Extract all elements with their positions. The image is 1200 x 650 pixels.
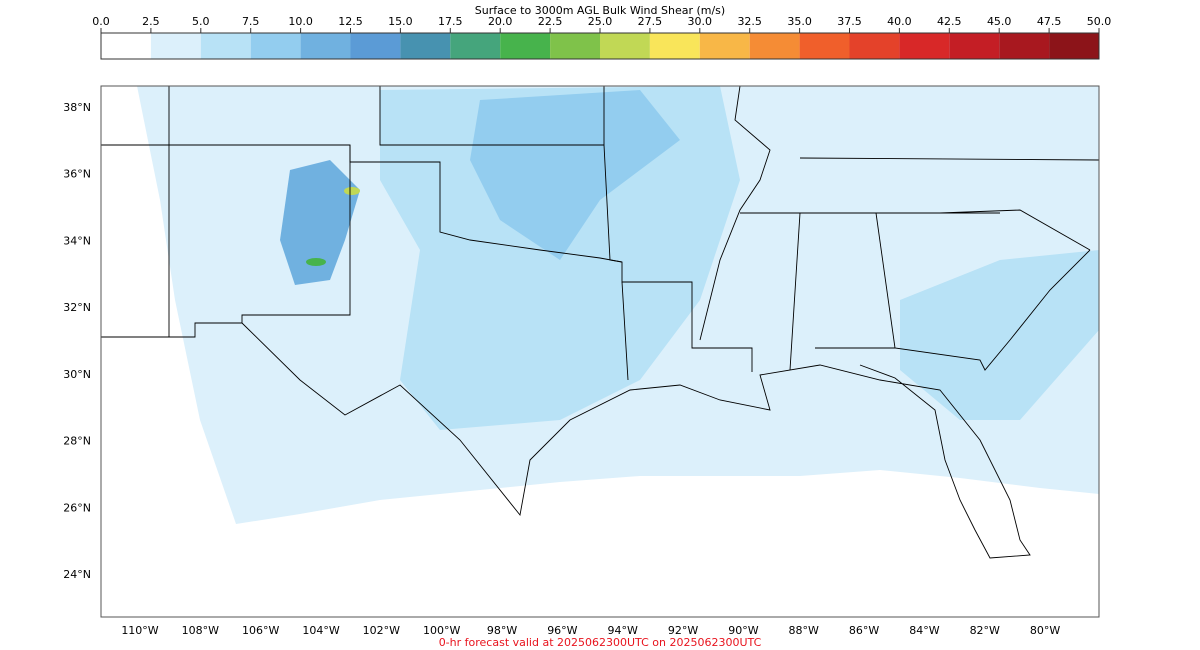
colorbar-tick-label: 5.0 <box>192 15 210 28</box>
map-frame <box>100 85 1100 618</box>
colorbar-tick-label: 35.0 <box>787 15 812 28</box>
lon-label: 96°W <box>547 624 577 637</box>
colorbar-bin <box>899 33 950 59</box>
lat-label: 36°N <box>63 168 91 181</box>
lon-label: 88°W <box>789 624 819 637</box>
colorbar-tick-label: 22.5 <box>538 15 563 28</box>
colorbar-tick-label: 27.5 <box>638 15 663 28</box>
colorbar-bin <box>849 33 900 59</box>
lon-label: 80°W <box>1030 624 1060 637</box>
colorbar-tick-label: 45.0 <box>987 15 1012 28</box>
colorbar-bin <box>350 33 401 59</box>
lon-label: 84°W <box>909 624 939 637</box>
colorbar-tick-label: 2.5 <box>142 15 160 28</box>
lat-label: 30°N <box>63 368 91 381</box>
colorbar-bin <box>949 33 1000 59</box>
lon-label: 100°W <box>423 624 460 637</box>
lon-label: 92°W <box>668 624 698 637</box>
map-panel <box>100 85 1100 618</box>
shear-peak <box>344 187 360 195</box>
colorbar-bin <box>300 33 351 59</box>
lon-label: 110°W <box>121 624 158 637</box>
lon-label: 106°W <box>242 624 279 637</box>
forecast-footer: 0-hr forecast valid at 2025062300UTC on … <box>439 636 762 649</box>
lat-label: 28°N <box>63 435 91 448</box>
colorbar-bin <box>999 33 1050 59</box>
colorbar-tick-label: 25.0 <box>588 15 613 28</box>
lon-label: 94°W <box>608 624 638 637</box>
colorbar-tick-label: 50.0 <box>1087 15 1112 28</box>
shear-peak <box>306 258 326 266</box>
shear-field-core <box>280 160 360 285</box>
colorbar-bin <box>500 33 551 59</box>
colorbar-bin <box>799 33 850 59</box>
lat-label: 34°N <box>63 234 91 247</box>
lat-label: 38°N <box>63 101 91 114</box>
colorbar-bin <box>600 33 650 59</box>
axes: 38°N 36°N 34°N 32°N 30°N 28°N 26°N 24°N 110°W 108… <box>63 101 1060 637</box>
lon-label: 104°W <box>302 624 339 637</box>
shear-field-strong <box>470 90 680 260</box>
colorbar-tick-label: 30.0 <box>688 15 713 28</box>
colorbar-bin <box>749 33 800 59</box>
lat-label: 24°N <box>63 568 91 581</box>
lon-label: 86°W <box>849 624 879 637</box>
colorbar-bin <box>649 33 700 59</box>
colorbar-tick-label: 10.0 <box>288 15 313 28</box>
coastline <box>241 322 1031 559</box>
lon-label: 108°W <box>182 624 219 637</box>
colorbar-tick-label: 40.0 <box>887 15 912 28</box>
lat-label: 26°N <box>63 501 91 514</box>
colorbar-tick-label: 7.5 <box>242 15 260 28</box>
colorbar-bin <box>250 33 301 59</box>
colorbar-tick-label: 37.5 <box>837 15 862 28</box>
lon-label: 98°W <box>487 624 517 637</box>
colorbar-tick-label: 17.5 <box>438 15 463 28</box>
colorbar-bin <box>200 33 251 59</box>
colorbar-bin <box>550 33 600 59</box>
lat-label: 32°N <box>63 301 91 314</box>
lon-label: 102°W <box>363 624 400 637</box>
colorbar-tick-label: 42.5 <box>937 15 962 28</box>
colorbar-bin <box>400 33 451 59</box>
lon-label: 90°W <box>728 624 758 637</box>
colorbar-bin <box>699 33 750 59</box>
colorbar-tick-label: 20.0 <box>488 15 513 28</box>
colorbar-bin <box>450 33 501 59</box>
colorbar-tick-label: 32.5 <box>737 15 762 28</box>
colorbar-title: Surface to 3000m AGL Bulk Wind Shear (m/… <box>475 4 725 17</box>
colorbar-bin <box>1049 33 1099 59</box>
colorbar-tick-label: 15.0 <box>388 15 413 28</box>
state-border <box>101 144 753 372</box>
colorbar-tick-label: 47.5 <box>1037 15 1062 28</box>
colorbar-tick-label: 12.5 <box>338 15 363 28</box>
colorbar-frame <box>100 32 1100 60</box>
colorbar-bin <box>101 33 151 59</box>
colorbar-tick-label: 0.0 <box>92 15 110 28</box>
shear-field-moderate <box>900 250 1099 420</box>
colorbar-bin <box>150 33 201 59</box>
colorbar: 0.0 2.5 5.0 7.5 10.0 12.5 15.0 17.5 20.0 22.5 25.0… <box>92 15 1111 59</box>
lon-label: 82°W <box>970 624 1000 637</box>
